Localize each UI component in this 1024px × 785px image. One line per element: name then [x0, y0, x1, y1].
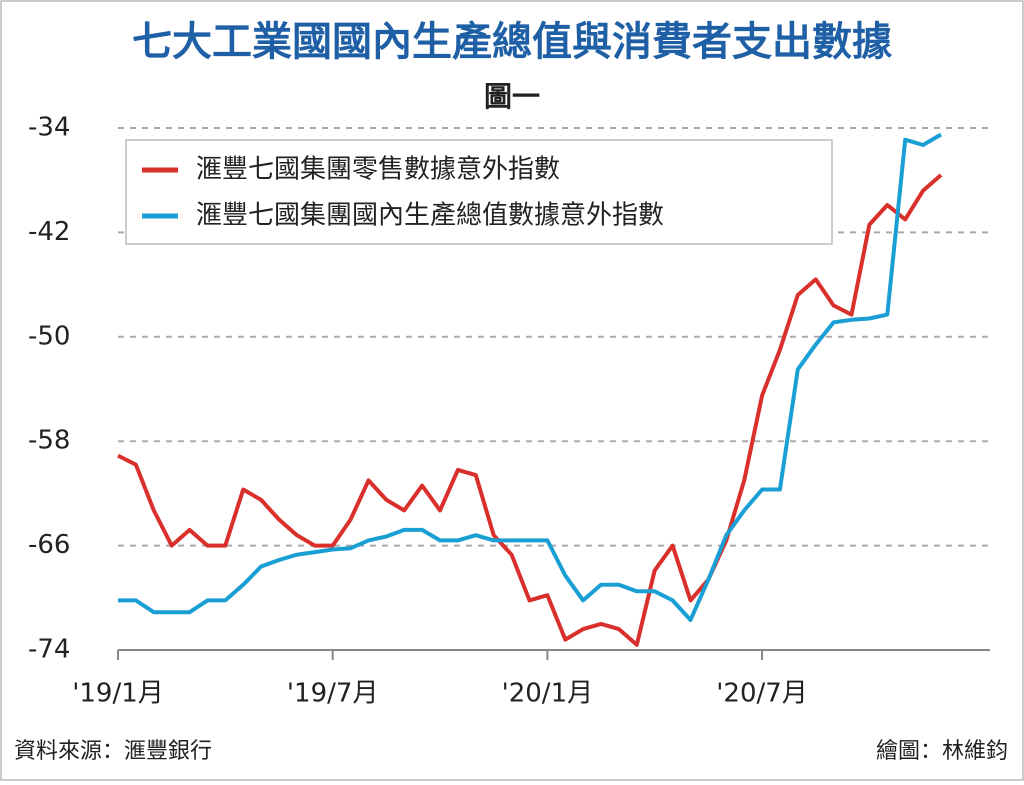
y-tick-label: -66 — [28, 530, 70, 560]
y-tick-label: -58 — [28, 426, 70, 456]
y-tick-label: -74 — [28, 635, 70, 665]
x-tick-label: '20/7月 — [716, 679, 808, 709]
series-line — [118, 132, 943, 622]
x-tick-label: '19/7月 — [287, 679, 379, 709]
x-tick-label: '20/1月 — [502, 679, 594, 709]
x-tick-label: '19/1月 — [72, 679, 164, 709]
y-tick-label: -50 — [28, 321, 70, 351]
chart-subtitle: 圖一 — [484, 80, 540, 113]
chart-title: 七大工業國國內生產總值與消費者支出數據 — [132, 19, 893, 65]
credit: 繪圖：林維鈞 — [876, 739, 1008, 764]
legend-label: 滙豐七國集團國內生產總值數據意外指數 — [196, 201, 664, 231]
y-tick-label: -42 — [28, 217, 70, 247]
y-tick-label: -34 — [28, 113, 70, 143]
source: 資料來源：滙豐銀行 — [14, 739, 212, 764]
series-line — [117, 173, 943, 647]
legend-label: 滙豐七國集團零售數據意外指數 — [196, 155, 560, 185]
legend-box — [125, 139, 833, 245]
